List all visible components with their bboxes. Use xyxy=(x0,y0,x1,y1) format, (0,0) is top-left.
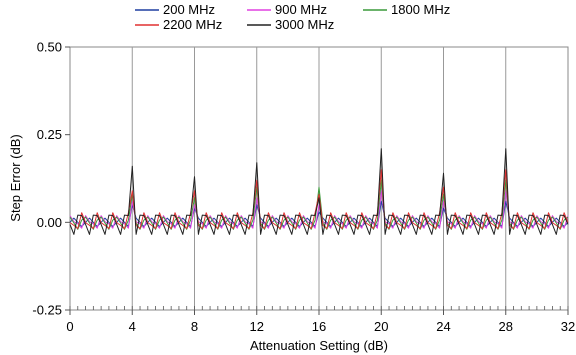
series-line-3000-mhz xyxy=(69,148,569,235)
plot-area xyxy=(69,46,569,311)
x-tick-label-7: 28 xyxy=(499,319,513,334)
x-axis-title: Attenuation Setting (dB) xyxy=(250,338,388,353)
x-axis: 0 4 8 12 16 20 24 28 32 xyxy=(66,310,575,334)
y-tick-label-1: 0.00 xyxy=(37,215,62,230)
legend-label-2: 1800 MHz xyxy=(391,2,450,17)
y-tick-label-2: 0.25 xyxy=(37,127,62,142)
legend: 200 MHz 900 MHz 1800 MHz 2200 MHz 3000 MHz xyxy=(135,2,450,32)
x-tick-label-5: 20 xyxy=(374,319,388,334)
y-tick-label-3: 0.50 xyxy=(37,40,62,55)
x-tick-label-8: 32 xyxy=(561,319,575,334)
x-tick-label-4: 16 xyxy=(312,319,326,334)
legend-label-0: 200 MHz xyxy=(163,2,215,17)
series-line-1800-mhz xyxy=(69,179,569,230)
x-tick-label-0: 0 xyxy=(66,319,73,334)
y-tick-label-0: -0.25 xyxy=(32,303,62,318)
legend-label-4: 3000 MHz xyxy=(275,17,334,32)
x-tick-label-6: 24 xyxy=(436,319,450,334)
x-tick-label-2: 8 xyxy=(191,319,198,334)
series-line-200-mhz xyxy=(69,200,569,227)
y-axis: -0.25 0.00 0.25 0.50 xyxy=(32,40,70,318)
legend-label-3: 2200 MHz xyxy=(163,17,222,32)
legend-label-1: 900 MHz xyxy=(275,2,327,17)
minor-ticks xyxy=(69,306,569,310)
x-tick-label-3: 12 xyxy=(250,319,264,334)
series-line-900-mhz xyxy=(69,190,569,229)
x-tick-label-1: 4 xyxy=(129,319,136,334)
series-group xyxy=(69,148,569,235)
y-axis-title: Step Error (dB) xyxy=(8,134,23,221)
